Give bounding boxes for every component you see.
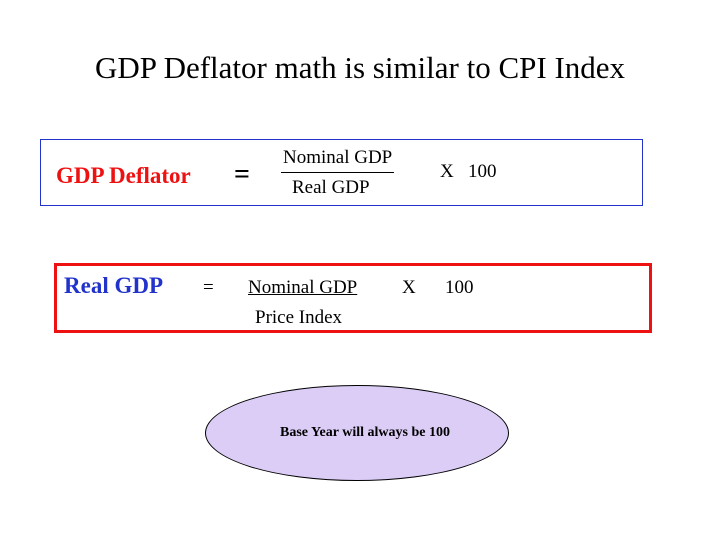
real-gdp-label: Real GDP — [64, 273, 164, 298]
deflator-label: GDP Deflator — [56, 163, 191, 188]
deflator-formula-box — [40, 139, 643, 206]
deflator-multiplier: 100 — [468, 161, 497, 182]
real-gdp-numerator: Nominal GDP — [248, 277, 358, 298]
real-gdp-multiplier: 100 — [445, 277, 474, 298]
deflator-times-sign: X — [440, 161, 454, 182]
base-year-callout — [205, 385, 509, 481]
real-gdp-equals-sign: = — [203, 277, 214, 298]
slide-title: GDP Deflator math is similar to CPI Inde… — [94, 50, 626, 85]
base-year-note: Base Year will always be 100 — [280, 425, 450, 440]
real-gdp-formula-box — [54, 263, 652, 333]
real-gdp-times-sign: X — [402, 277, 416, 298]
deflator-numerator: Nominal GDP — [283, 147, 393, 168]
real-gdp-denominator: Price Index — [255, 307, 343, 328]
deflator-equals-sign: = — [234, 159, 250, 190]
deflator-denominator: Real GDP — [292, 177, 370, 198]
deflator-fraction-bar — [281, 172, 394, 173]
